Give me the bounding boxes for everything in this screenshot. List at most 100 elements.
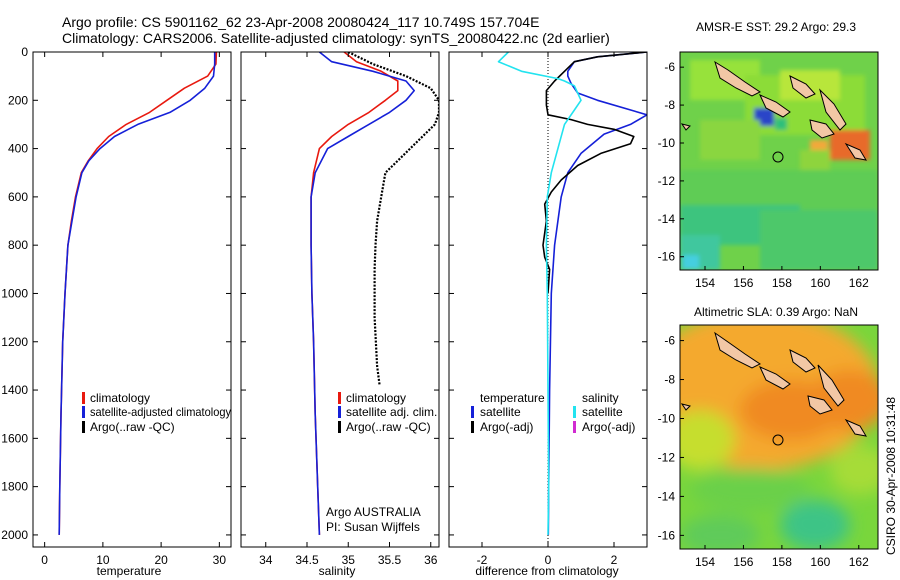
legend-swatch-satellite	[338, 406, 341, 418]
legend-swatch-climatology	[338, 392, 341, 404]
map-xtick-label: 158	[772, 276, 792, 290]
map-ytick-label: -12	[658, 174, 676, 188]
legend-title-temperature: temperature	[480, 391, 545, 405]
legend-swatch-climatology	[82, 392, 85, 404]
xtick-label: 2	[611, 553, 618, 567]
salinity-series	[310, 52, 439, 535]
series-line-argo	[347, 52, 439, 386]
map-ytick-label: -16	[658, 250, 676, 264]
difference-xticks: -2 0 2	[477, 52, 618, 567]
map-xtick-label: 160	[810, 276, 830, 290]
salinity-xlabel: salinity	[319, 564, 356, 578]
series-line-temperature-satellite	[547, 52, 647, 535]
map-xtick-label: 154	[695, 276, 715, 290]
legend-label-sal-satellite: satellite	[582, 405, 623, 419]
sla-map-panel: Altimetric SLA: 0.39 Argo: NaN	[658, 305, 879, 569]
legend-label-climatology: climatology	[90, 391, 150, 405]
xtick-label: 20	[154, 553, 168, 567]
csiro-credit: CSIRO 30-Apr-2008 10:31:48	[884, 397, 898, 555]
ytick-label: 200	[8, 93, 28, 107]
ytick-label: 400	[8, 142, 28, 156]
salinity-legend: climatology satellite adj. clim. Argo(..…	[338, 391, 437, 434]
xtick-label: 30	[213, 553, 227, 567]
temperature-xlabel: temperature	[97, 564, 162, 578]
map-ytick-label: -14	[658, 489, 676, 503]
salinity-yticks	[241, 51, 439, 536]
sst-map-yticks: -6 -8 -10 -12 -14 -16	[658, 60, 684, 264]
sst-argo-location-marker	[772, 151, 784, 163]
map-ytick-label: -6	[664, 60, 675, 74]
legend-swatch-temp-satellite	[471, 406, 474, 418]
map-ytick-label: -8	[664, 373, 675, 387]
map-ytick-label: -16	[658, 528, 676, 542]
argo-note-line2: PI: Susan Wijffels	[326, 520, 420, 534]
temperature-yticks: 0 200 400 600 800 1000 1200 1400 1600 1800 2000	[1, 45, 231, 542]
difference-yticks	[449, 51, 647, 536]
sst-map-field	[680, 52, 878, 270]
legend-label-sal-argo: Argo(-adj)	[582, 420, 635, 434]
legend-label-satellite: satellite-adjusted climatology	[90, 405, 231, 419]
legend-swatch-argo	[338, 421, 341, 433]
temperature-xticks: 0 10 20 30	[41, 52, 226, 567]
series-line-satellite	[310, 52, 416, 535]
temperature-series	[58, 52, 218, 535]
salinity-axes-frame	[240, 51, 440, 548]
series-line-satellite	[58, 52, 216, 535]
difference-legend: temperature salinity satellite Argo(-adj…	[471, 391, 635, 434]
xtick-label: 0	[545, 553, 552, 567]
ytick-label: 1200	[1, 335, 28, 349]
xtick-label: 34	[259, 553, 273, 567]
legend-label-temp-satellite: satellite	[480, 405, 521, 419]
xtick-label: 34.5	[295, 553, 319, 567]
map-ytick-label: -10	[658, 136, 676, 150]
argo-note-line1: Argo AUSTRALIA	[326, 505, 421, 519]
series-line-salinity-satellite	[497, 52, 582, 535]
sst-map-panel: AMSR-E SST: 29.2 Argo: 29.3	[658, 20, 879, 290]
sla-map-title: Altimetric SLA: 0.39 Argo: NaN	[694, 305, 858, 319]
legend-label-climatology: climatology	[346, 391, 406, 405]
temperature-legend: climatology satellite-adjusted climatolo…	[82, 391, 231, 434]
legend-swatch-satellite	[82, 406, 85, 418]
legend-label-argo: Argo(..raw -QC)	[346, 420, 431, 434]
ytick-label: 800	[8, 238, 28, 252]
salinity-panel: 34 34.5 35 35.5 36 salinity climatology sate…	[240, 51, 440, 578]
map-xtick-label: 156	[733, 555, 753, 569]
map-xtick-label: 162	[849, 276, 869, 290]
legend-swatch-argo	[82, 421, 85, 433]
legend-label-argo: Argo(..raw -QC)	[90, 420, 175, 434]
sla-map-field	[680, 325, 878, 549]
map-ytick-label: -6	[664, 334, 675, 348]
legend-swatch-sal-argo	[573, 421, 576, 433]
map-xtick-label: 156	[733, 276, 753, 290]
ytick-label: 600	[8, 190, 28, 204]
difference-series	[497, 52, 647, 535]
temperature-panel: 0 200 400 600 800 1000 1200 1400 1600 1800 2000 0 1…	[1, 45, 232, 578]
figure-title-line2: Climatology: CARS2006. Satellite-adjuste…	[62, 30, 610, 46]
sla-islands	[680, 331, 867, 437]
map-xtick-label: 160	[810, 555, 830, 569]
ytick-label: 1600	[1, 431, 28, 445]
legend-swatch-temp-argo	[471, 421, 474, 433]
map-ytick-label: -8	[664, 98, 675, 112]
legend-label-temp-argo: Argo(-adj)	[480, 420, 533, 434]
map-xtick-label: 154	[695, 555, 715, 569]
series-line-climatology	[310, 52, 399, 535]
xtick-label: 35	[342, 553, 356, 567]
xtick-label: 35.5	[378, 553, 402, 567]
map-ytick-label: -12	[658, 450, 676, 464]
map-xtick-label: 158	[772, 555, 792, 569]
salinity-xticks: 34 34.5 35 35.5 36	[259, 52, 438, 567]
sst-islands	[680, 60, 867, 161]
sla-argo-location-marker	[772, 434, 784, 446]
map-ytick-label: -14	[658, 212, 676, 226]
difference-panel: -2 0 2 difference from climatology tempera…	[448, 51, 648, 578]
legend-title-salinity: salinity	[582, 391, 619, 405]
xtick-label: -2	[477, 553, 488, 567]
xtick-label: 10	[96, 553, 110, 567]
series-line-temperature-argo	[542, 52, 647, 294]
legend-swatch-sal-satellite	[573, 406, 576, 418]
xtick-label: 0	[41, 553, 48, 567]
ytick-label: 1800	[1, 480, 28, 494]
ytick-label: 2000	[1, 528, 28, 542]
